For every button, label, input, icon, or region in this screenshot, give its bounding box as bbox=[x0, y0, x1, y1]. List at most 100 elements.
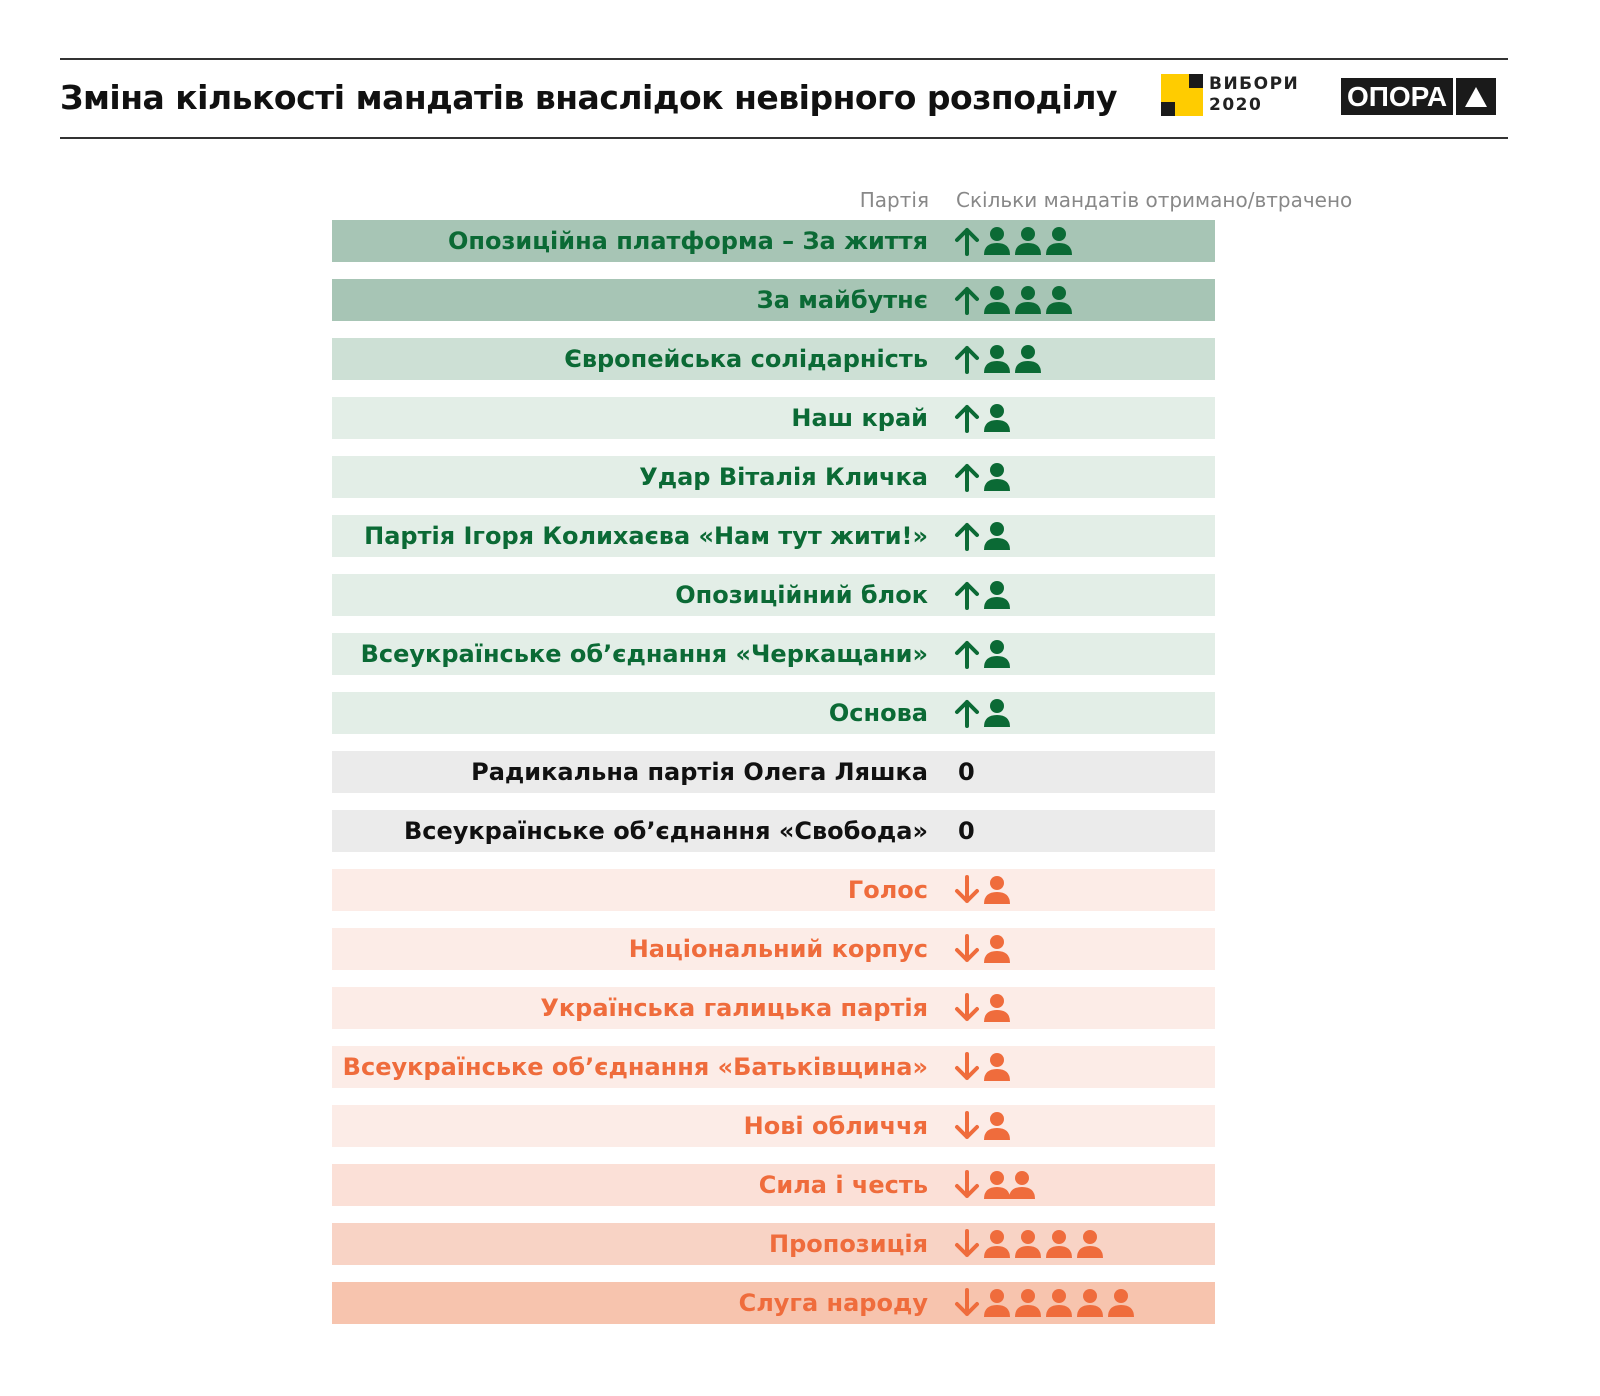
person-icon bbox=[983, 934, 1011, 964]
arrow-up-icon bbox=[954, 344, 980, 374]
person-icon bbox=[1045, 1229, 1073, 1259]
opora-wordmark: ОПОРА bbox=[1341, 78, 1454, 115]
party-name: Національний корпус bbox=[628, 935, 928, 963]
arrow-up-icon bbox=[954, 698, 980, 728]
party-name: Опозиційний блок bbox=[675, 581, 928, 609]
person-icon bbox=[1014, 285, 1042, 315]
table-row: Європейська солідарність bbox=[332, 338, 1215, 380]
person-icon bbox=[1008, 1170, 1036, 1200]
person-icon bbox=[1045, 285, 1073, 315]
person-icon bbox=[1014, 1288, 1042, 1318]
party-name: Сила і честь bbox=[758, 1171, 928, 1199]
table-row: Сила і честь bbox=[332, 1164, 1215, 1206]
table-row: Всеукраїнське об’єднання «Свобода» 0 bbox=[332, 810, 1215, 852]
person-icon bbox=[983, 344, 1011, 374]
arrow-up-icon bbox=[954, 285, 980, 315]
arrow-down-icon bbox=[954, 1052, 980, 1082]
column-header-change: Скільки мандатів отримано/втрачено bbox=[956, 188, 1353, 212]
arrow-down-icon bbox=[954, 1111, 980, 1141]
mandate-change bbox=[954, 869, 1011, 911]
party-name: Опозиційна платформа – За життя bbox=[448, 227, 928, 255]
logo-squares-icon bbox=[1161, 74, 1203, 116]
person-icon bbox=[1045, 226, 1073, 256]
arrow-up-icon bbox=[954, 403, 980, 433]
mandate-change bbox=[954, 987, 1011, 1029]
person-icon bbox=[983, 1052, 1011, 1082]
table-row: Опозиційний блок bbox=[332, 574, 1215, 616]
arrow-down-icon bbox=[954, 1170, 980, 1200]
person-icon bbox=[1014, 344, 1042, 374]
party-name: Пропозиція bbox=[768, 1230, 928, 1258]
person-icon bbox=[1045, 1288, 1073, 1318]
mandate-change: 0 bbox=[954, 751, 975, 793]
person-icon bbox=[1076, 1288, 1104, 1318]
person-icon bbox=[983, 875, 1011, 905]
person-icon bbox=[1014, 1229, 1042, 1259]
party-name: Всеукраїнське об’єднання «Батьківщина» bbox=[342, 1053, 928, 1081]
arrow-up-icon bbox=[954, 226, 980, 256]
mandate-change bbox=[954, 692, 1011, 734]
opora-logo: ОПОРА bbox=[1341, 78, 1497, 115]
arrow-down-icon bbox=[954, 1288, 980, 1318]
party-name: Партія Ігоря Колихаєва «Нам тут жити!» bbox=[364, 522, 928, 550]
arrow-down-icon bbox=[954, 993, 980, 1023]
mandate-change bbox=[954, 1046, 1011, 1088]
table-row: Партія Ігоря Колихаєва «Нам тут жити!» bbox=[332, 515, 1215, 557]
logo-text-line1: ВИБОРИ bbox=[1209, 74, 1300, 94]
table-row: Національний корпус bbox=[332, 928, 1215, 970]
table-row: Всеукраїнське об’єднання «Черкащани» bbox=[332, 633, 1215, 675]
party-name: Наш край bbox=[791, 404, 928, 432]
party-name: Голос bbox=[847, 876, 928, 904]
zero-change-label: 0 bbox=[958, 758, 975, 786]
mandate-change bbox=[954, 220, 1073, 262]
person-icon bbox=[983, 1170, 1011, 1200]
table-row: Пропозиція bbox=[332, 1223, 1215, 1265]
arrow-down-icon bbox=[954, 1229, 980, 1259]
zero-change-label: 0 bbox=[958, 817, 975, 845]
arrow-down-icon bbox=[954, 875, 980, 905]
person-icon bbox=[1014, 226, 1042, 256]
person-icon bbox=[983, 698, 1011, 728]
triangle-icon bbox=[1456, 78, 1497, 115]
person-icon bbox=[1107, 1288, 1135, 1318]
arrow-down-icon bbox=[954, 934, 980, 964]
person-icon bbox=[983, 462, 1011, 492]
person-icon bbox=[983, 1111, 1011, 1141]
party-name: Всеукраїнське об’єднання «Свобода» bbox=[403, 817, 928, 845]
table-row: Нові обличчя bbox=[332, 1105, 1215, 1147]
person-icon bbox=[983, 521, 1011, 551]
person-icon bbox=[983, 1288, 1011, 1318]
person-icon bbox=[983, 580, 1011, 610]
party-name: Основа bbox=[828, 699, 928, 727]
person-icon bbox=[983, 639, 1011, 669]
table-row: Українська галицька партія bbox=[332, 987, 1215, 1029]
table-row: За майбутнє bbox=[332, 279, 1215, 321]
table-row: Радикальна партія Олега Ляшка 0 bbox=[332, 751, 1215, 793]
logo-text-line2: 2020 bbox=[1209, 95, 1263, 115]
party-name: Всеукраїнське об’єднання «Черкащани» bbox=[360, 640, 928, 668]
header-rule bbox=[60, 137, 1508, 139]
mandate-change bbox=[954, 633, 1011, 675]
person-icon bbox=[983, 1229, 1011, 1259]
mandate-change bbox=[954, 338, 1042, 380]
page-title: Зміна кількості мандатів внаслідок невір… bbox=[60, 78, 1118, 117]
table-row: Слуга народу bbox=[332, 1282, 1215, 1324]
arrow-up-icon bbox=[954, 462, 980, 492]
table-row: Всеукраїнське об’єднання «Батьківщина» bbox=[332, 1046, 1215, 1088]
mandate-change bbox=[954, 1105, 1011, 1147]
mandate-change bbox=[954, 456, 1011, 498]
person-icon bbox=[1076, 1229, 1104, 1259]
person-icon bbox=[983, 285, 1011, 315]
vybory-2020-logo: ВИБОРИ 2020 bbox=[1161, 74, 1299, 116]
table-row: Удар Віталія Кличка bbox=[332, 456, 1215, 498]
party-name: Слуга народу bbox=[738, 1289, 928, 1317]
person-icon bbox=[983, 226, 1011, 256]
party-name: За майбутнє bbox=[756, 286, 928, 314]
mandate-change: 0 bbox=[954, 810, 975, 852]
arrow-up-icon bbox=[954, 580, 980, 610]
mandate-change bbox=[954, 1223, 1104, 1265]
mandate-change bbox=[954, 397, 1011, 439]
mandate-change bbox=[954, 928, 1011, 970]
person-icon bbox=[983, 403, 1011, 433]
party-name: Удар Віталія Кличка bbox=[639, 463, 928, 491]
